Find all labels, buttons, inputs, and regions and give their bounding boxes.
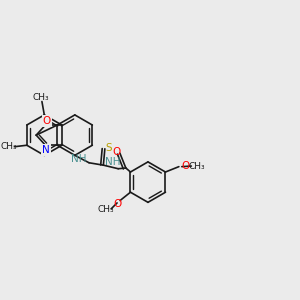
Text: O: O	[113, 199, 121, 209]
Text: CH₃: CH₃	[32, 93, 49, 102]
Text: O: O	[112, 147, 120, 157]
Text: NH: NH	[104, 158, 120, 167]
Text: S: S	[105, 142, 112, 153]
Text: NH: NH	[71, 154, 87, 164]
Text: N: N	[43, 145, 50, 155]
Text: O: O	[181, 161, 190, 171]
Text: O: O	[43, 116, 51, 126]
Text: CH₃: CH₃	[188, 162, 205, 171]
Text: CH₃: CH₃	[1, 142, 17, 151]
Text: CH₃: CH₃	[98, 205, 114, 214]
